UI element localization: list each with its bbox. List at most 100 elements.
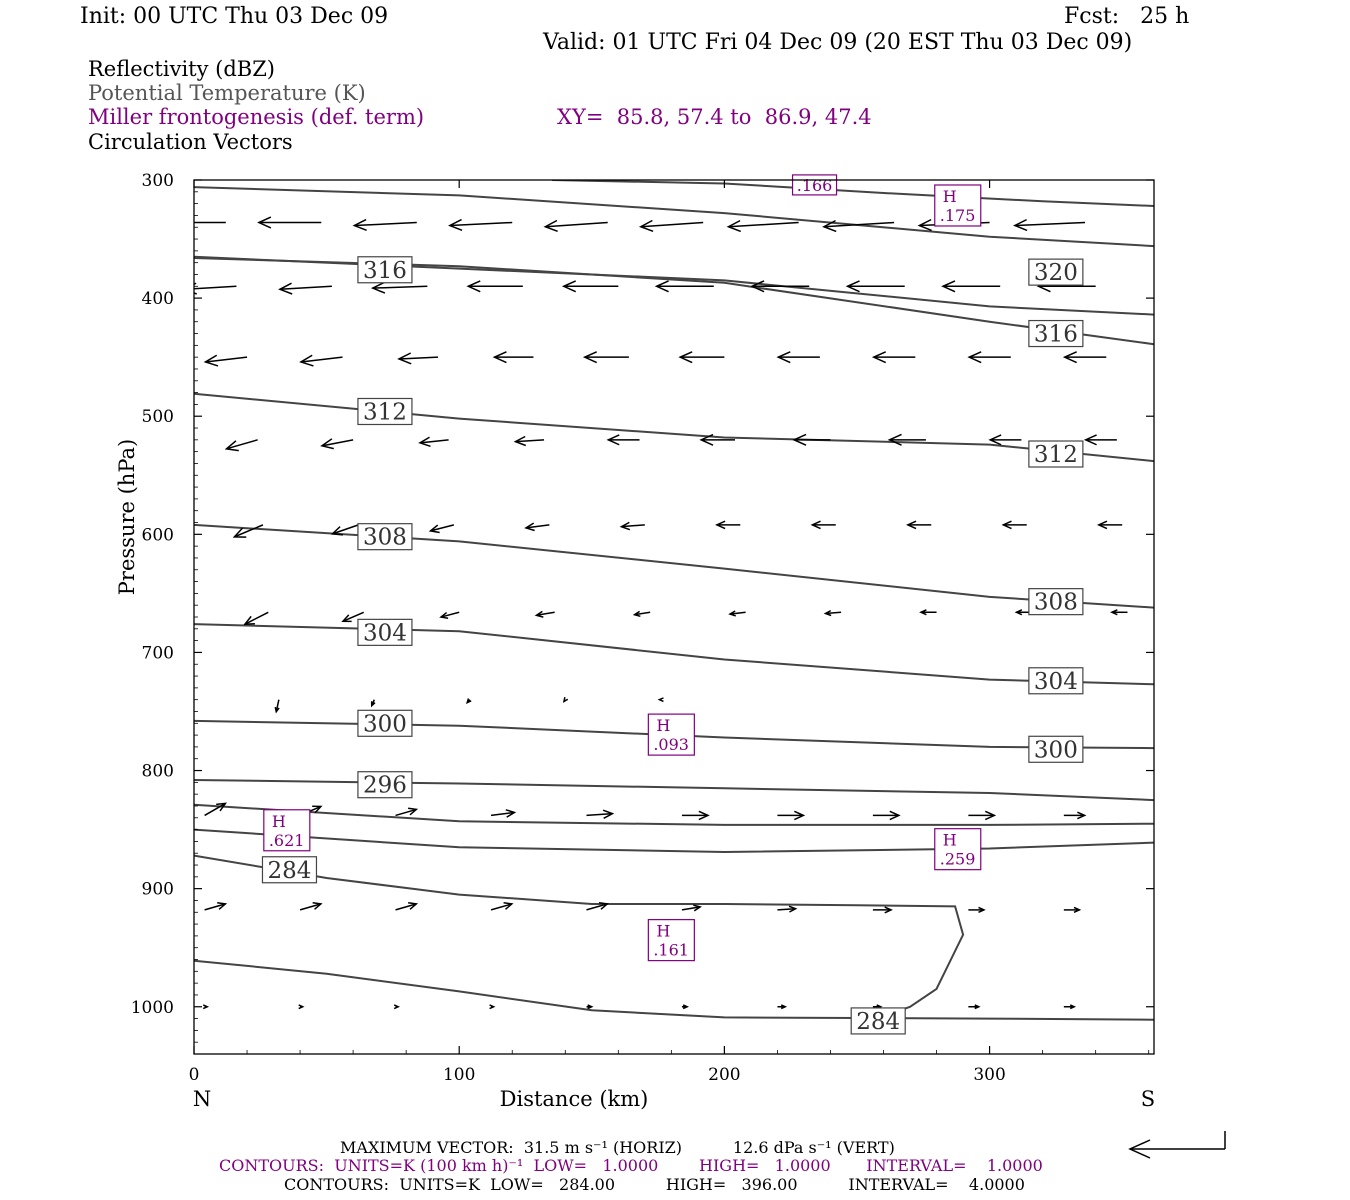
vector-7-0 bbox=[204, 802, 227, 817]
frontogenesis-high-label: H bbox=[272, 812, 286, 831]
vector-3-1 bbox=[320, 438, 354, 450]
vector-0-6 bbox=[726, 219, 799, 233]
frontogenesis-value-0: .166 bbox=[791, 174, 838, 196]
theta-contour-296-8 bbox=[194, 779, 1154, 802]
vector-9-0 bbox=[202, 1004, 210, 1010]
vector-3-5 bbox=[699, 433, 735, 446]
vector-9-5 bbox=[681, 1004, 689, 1010]
theta-contour-288-10 bbox=[194, 828, 1154, 854]
vector-8-7 bbox=[872, 906, 893, 914]
valid-time: Valid: 01 UTC Fri 04 Dec 09 (20 EST Thu … bbox=[543, 30, 1133, 55]
vector-9-8 bbox=[968, 1004, 981, 1010]
vector-5-0 bbox=[243, 611, 269, 626]
theta-label-296-11: 296 bbox=[357, 771, 413, 799]
y-tick-label-300: 300 bbox=[142, 171, 174, 191]
vector-0-5 bbox=[638, 219, 704, 233]
vector-2-1 bbox=[299, 354, 343, 367]
vector-1-8 bbox=[941, 280, 1001, 293]
vector-8-8 bbox=[968, 906, 986, 914]
vector-1-3 bbox=[466, 280, 523, 293]
vector-7-7 bbox=[872, 810, 901, 821]
vector-6-0 bbox=[274, 699, 280, 714]
vector-8-0 bbox=[204, 901, 228, 911]
frontogenesis-high-label: H bbox=[943, 187, 957, 206]
svg-text:304: 304 bbox=[363, 620, 407, 646]
svg-text:300: 300 bbox=[1034, 737, 1078, 763]
legend-vectors: Circulation Vectors bbox=[88, 130, 293, 154]
theta-label-300-9: 300 bbox=[357, 709, 413, 737]
frontogenesis-high-value: .259 bbox=[940, 850, 976, 869]
theta-label-300-10: 300 bbox=[1028, 735, 1084, 763]
vector-1-0 bbox=[194, 282, 237, 295]
legend-reflectivity: Reflectivity (dBZ) bbox=[88, 57, 276, 81]
theta-label-312-4: 312 bbox=[1028, 440, 1084, 468]
theta-contour-312-4 bbox=[194, 392, 1154, 463]
vector-8-5 bbox=[681, 904, 702, 912]
theta-label-316-0: 316 bbox=[357, 256, 413, 284]
vector-3-8 bbox=[988, 434, 1022, 446]
y-tick-label-700: 700 bbox=[142, 643, 174, 663]
vector-8-2 bbox=[395, 901, 419, 911]
vector-5-7 bbox=[919, 609, 937, 616]
vector-6-2 bbox=[466, 698, 472, 705]
vector-4-5 bbox=[715, 520, 741, 530]
vector-2-6 bbox=[776, 351, 820, 364]
vector-6-4 bbox=[657, 697, 664, 703]
vector-1-5 bbox=[654, 280, 714, 293]
svg-text:300: 300 bbox=[363, 711, 407, 737]
vector-2-4 bbox=[582, 351, 629, 364]
frontogenesis-high-value: .161 bbox=[653, 941, 689, 960]
footer-max-vector: MAXIMUM VECTOR: 31.5 m s⁻¹ (HORIZ) 12.6 … bbox=[340, 1138, 895, 1157]
vector-4-8 bbox=[1001, 520, 1027, 530]
vector-4-2 bbox=[428, 524, 455, 534]
vector-3-7 bbox=[887, 433, 926, 446]
frontogenesis-high-3: H.259 bbox=[934, 828, 982, 871]
theta-label-304-8: 304 bbox=[1028, 667, 1084, 695]
frontogenesis-high-label: H bbox=[656, 922, 670, 941]
y-tick-label-900: 900 bbox=[142, 880, 174, 900]
contour-labels: 316 320 316 312 312 308 308 304 304 300 300 296 284 2… bbox=[261, 256, 1084, 1035]
vector-6-1 bbox=[370, 699, 376, 708]
legend-xy: XY= 85.8, 57.4 to 86.9, 47.4 bbox=[557, 105, 872, 129]
frontogenesis-high-value: .093 bbox=[653, 735, 689, 754]
vector-3-6 bbox=[792, 433, 831, 446]
theta-label-312-3: 312 bbox=[357, 397, 413, 425]
y-tick-label-1000: 1000 bbox=[131, 998, 174, 1018]
x-tick-label-0: 0 bbox=[189, 1065, 200, 1085]
theta-contour-320-1 bbox=[194, 186, 1154, 248]
theta-contour-304-6 bbox=[194, 623, 1154, 686]
x-tick-label-200: 200 bbox=[708, 1065, 740, 1085]
theta-label-316-2: 316 bbox=[1028, 319, 1084, 348]
svg-text:316: 316 bbox=[1034, 322, 1078, 348]
vector-3-0 bbox=[224, 439, 258, 452]
vector-2-7 bbox=[871, 351, 916, 364]
vector-8-9 bbox=[1063, 906, 1082, 914]
axes: 300 400 500 600 700 800 900 1000 0 100 200 300 Dista… bbox=[115, 171, 1155, 1111]
vector-5-6 bbox=[823, 609, 842, 617]
y-tick-label-600: 600 bbox=[142, 525, 174, 545]
circulation-vectors bbox=[194, 216, 1128, 1010]
theta-label-308-6: 308 bbox=[1028, 588, 1084, 616]
footer-contours-black: CONTOURS: UNITS=K LOW= 284.00 HIGH= 396.… bbox=[284, 1175, 1025, 1194]
vector-9-3 bbox=[489, 1004, 496, 1010]
vector-2-0 bbox=[203, 354, 248, 367]
legend-miller: Miller frontogenesis (def. term) bbox=[88, 105, 425, 129]
vector-4-7 bbox=[906, 520, 932, 530]
svg-text:296: 296 bbox=[363, 773, 407, 799]
vector-3-4 bbox=[606, 434, 640, 446]
frontogenesis-high-value: .621 bbox=[269, 831, 305, 850]
x-end-label-left: N bbox=[193, 1087, 211, 1111]
vector-9-1 bbox=[298, 1004, 305, 1010]
vector-1-4 bbox=[561, 280, 619, 293]
vector-3-9 bbox=[1083, 434, 1117, 446]
frontogenesis-high-value: .175 bbox=[940, 206, 976, 225]
svg-text:308: 308 bbox=[363, 525, 407, 551]
vector-0-2 bbox=[352, 218, 417, 232]
vector-2-9 bbox=[1062, 351, 1107, 364]
theta-contour-324-0 bbox=[551, 180, 1154, 207]
forecast-hour: Fcst: 25 h bbox=[1064, 4, 1190, 29]
vector-4-6 bbox=[810, 520, 836, 530]
y-tick-label-800: 800 bbox=[142, 762, 174, 782]
vector-1-7 bbox=[845, 280, 905, 293]
